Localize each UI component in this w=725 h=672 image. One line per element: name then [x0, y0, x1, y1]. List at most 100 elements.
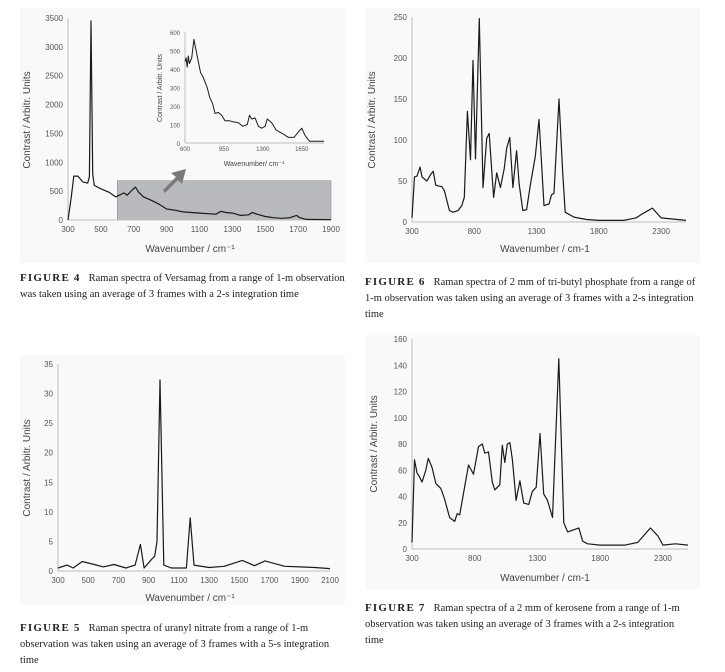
y-tick-label: 2000: [45, 101, 63, 110]
x-tick-label: 950: [219, 147, 230, 153]
x-tick-label: 1300: [528, 227, 546, 236]
y-tick-label: 20: [398, 519, 407, 528]
x-tick-label: 900: [160, 225, 174, 234]
y-tick-label: 500: [50, 187, 64, 196]
spectrum-line: [411, 18, 687, 221]
figure-6-caption: FIGURE 6 Raman spectra of 2 mm of tri-but…: [365, 274, 700, 323]
y-tick-label: 10: [44, 508, 53, 517]
zoom-region-highlight: [117, 180, 332, 221]
caption-label: FIGURE 7: [365, 602, 426, 614]
spectrum-line: [411, 358, 689, 546]
x-tick-label: 700: [112, 576, 126, 585]
y-tick-label: 500: [170, 50, 181, 56]
x-tick-label: 1100: [191, 225, 209, 234]
y-tick-label: 60: [398, 466, 407, 475]
x-tick-label: 1500: [256, 225, 274, 234]
x-tick-label: 1700: [261, 576, 279, 585]
x-tick-label: 500: [94, 225, 108, 234]
x-tick-label: 900: [142, 576, 156, 585]
y-axis-label: Contrast / Arbitr. Units: [369, 395, 380, 492]
y-tick-label: 300: [170, 87, 181, 93]
caption-text: Raman spectra of Versamag from a range o…: [20, 273, 345, 300]
y-tick-label: 140: [394, 361, 408, 370]
chart-fig7: 300 800 1300 1800 2300 0 20 40 60 80 100 120 140 160 W…: [365, 335, 700, 590]
y-tick-label: 400: [170, 68, 181, 74]
spectrum-line: [184, 38, 324, 142]
x-tick-label: 2100: [321, 576, 339, 585]
y-tick-label: 5: [49, 537, 54, 546]
y-axis-label: Contrast / Arbitr. Units: [157, 53, 164, 122]
x-tick-label: 500: [82, 576, 96, 585]
y-tick-label: 100: [170, 124, 181, 130]
x-tick-label: 1300: [200, 576, 218, 585]
figure-7-caption: FIGURE 7 Raman spectra of a 2 mm of keros…: [365, 600, 690, 649]
x-axis-label: Wavenumber / cm-1: [500, 244, 590, 255]
x-tick-label: 1650: [295, 147, 309, 153]
y-tick-label: 30: [44, 390, 53, 399]
x-tick-label: 700: [127, 225, 141, 234]
x-tick-label: 1500: [230, 576, 248, 585]
y-tick-label: 100: [394, 136, 408, 145]
y-tick-label: 0: [59, 216, 64, 225]
x-tick-label: 1900: [291, 576, 309, 585]
x-tick-label: 1900: [322, 225, 340, 234]
arrow-icon: [163, 169, 186, 193]
x-tick-label: 2300: [654, 554, 672, 563]
y-tick-label: 600: [170, 31, 181, 37]
figure-5-caption: FIGURE 5 Raman spectra of uranyl nitrate …: [20, 620, 340, 669]
y-tick-label: 50: [398, 177, 407, 186]
y-tick-label: 80: [398, 440, 407, 449]
spectrum-line: [67, 20, 332, 221]
y-tick-label: 160: [394, 335, 408, 344]
y-tick-label: 15: [44, 478, 53, 487]
x-axis-label: Wavenumber / cm⁻¹: [145, 593, 235, 604]
y-tick-label: 120: [394, 388, 408, 397]
x-tick-label: 800: [468, 554, 482, 563]
figure-4-caption: FIGURE 4 Raman spectra of Versamag from a…: [20, 270, 345, 303]
caption-label: FIGURE 4: [20, 272, 81, 284]
y-tick-label: 20: [44, 449, 53, 458]
x-tick-label: 600: [180, 147, 191, 153]
x-tick-label: 300: [61, 225, 75, 234]
x-tick-label: 800: [468, 227, 482, 236]
y-tick-label: 200: [394, 54, 408, 63]
y-tick-label: 1500: [45, 129, 63, 138]
y-tick-label: 1000: [45, 158, 63, 167]
y-tick-label: 25: [44, 419, 53, 428]
y-tick-label: 100: [394, 414, 408, 423]
x-axis-label: Wavenumber / cm-1: [500, 573, 590, 584]
y-axis-label: Contrast / Arbitr. Units: [367, 71, 378, 168]
y-tick-label: 200: [170, 105, 181, 111]
y-tick-label: 3500: [45, 14, 63, 23]
y-axis-label: Contrast / Arbitr. Units: [22, 71, 33, 168]
chart-fig4-inset: 600 950 1300 1650 0 100 200 300 400 500 600 Wavenum…: [157, 31, 324, 168]
x-tick-label: 300: [405, 554, 419, 563]
y-tick-label: 0: [49, 567, 54, 576]
x-axis-label: Wavenumber / cm⁻¹: [145, 244, 235, 255]
x-tick-label: 1300: [256, 147, 270, 153]
y-tick-label: 250: [394, 13, 408, 22]
y-tick-label: 0: [177, 142, 181, 148]
caption-text: Raman spectra of a 2 mm of kerosene from…: [365, 603, 680, 646]
chart-background: [365, 335, 700, 590]
x-tick-label: 1300: [529, 554, 547, 563]
caption-text: Raman spectra of 2 mm of tri-butyl phosp…: [365, 277, 696, 320]
chart-background: [20, 355, 345, 605]
x-tick-label: 300: [405, 227, 419, 236]
caption-label: FIGURE 5: [20, 622, 81, 634]
y-tick-label: 150: [394, 95, 408, 104]
y-tick-label: 40: [398, 493, 407, 502]
x-tick-label: 1800: [591, 554, 609, 563]
chart-fig4: 300 500 700 900 1100 1300 1500 1700 190005001000…: [20, 8, 345, 263]
x-tick-label: 1300: [223, 225, 241, 234]
x-axis-label: Wavenumber/ cm⁻¹: [224, 161, 285, 168]
x-tick-label: 2300: [652, 227, 670, 236]
caption-label: FIGURE 6: [365, 276, 426, 288]
y-tick-label: 3000: [45, 43, 63, 52]
x-tick-label: 1800: [590, 227, 608, 236]
y-tick-label: 0: [403, 218, 408, 227]
caption-text: Raman spectra of uranyl nitrate from a r…: [20, 623, 330, 666]
x-tick-label: 1700: [289, 225, 307, 234]
chart-fig6: 300 800 1300 1800 2300 0 50 100 150 200 250 Wavenum…: [365, 8, 700, 263]
